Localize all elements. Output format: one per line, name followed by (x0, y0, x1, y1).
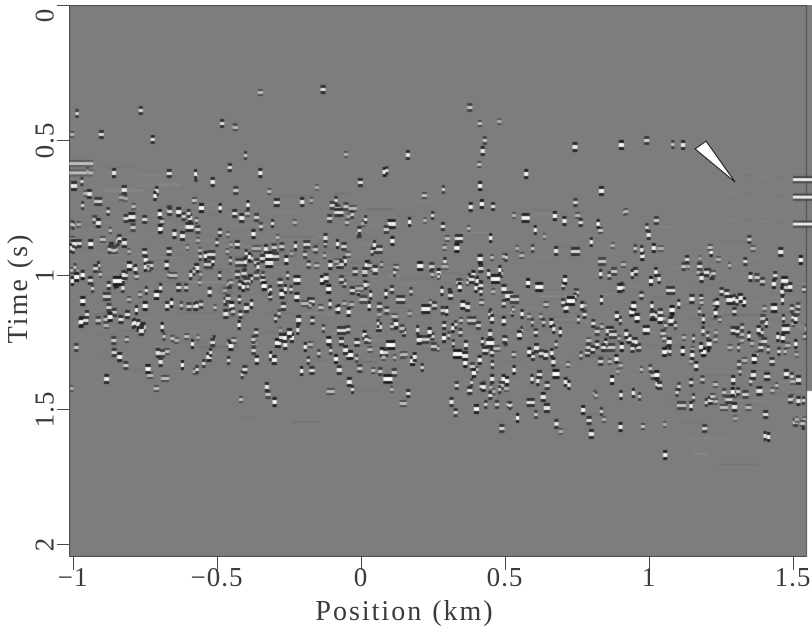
x-tick (505, 557, 506, 570)
x-tick (73, 557, 75, 570)
x-tick (792, 557, 794, 570)
x-tick (361, 557, 363, 570)
x-tick-label: −1 (57, 562, 89, 592)
y-tick-label: 0 (29, 7, 60, 23)
y-tick-label: 2 (29, 536, 60, 552)
x-tick (217, 557, 219, 570)
y-tick (57, 5, 69, 6)
y-tick-label: 1 (29, 267, 60, 282)
x-tick-label: 1.5 (774, 562, 812, 592)
x-tick-label: 0 (353, 562, 369, 592)
seismic-image-canvas (69, 5, 812, 557)
y-tick-label: 1.5 (29, 390, 60, 428)
x-tick (649, 557, 650, 570)
y-tick (57, 544, 69, 546)
x-tick-label: 1 (641, 562, 657, 592)
y-tick (57, 409, 69, 411)
y-axis-title: Time (s) (3, 232, 34, 344)
x-axis-title: Position (km) (315, 596, 495, 627)
x-tick-label: −0.5 (190, 562, 244, 592)
x-tick-label: 0.5 (486, 562, 524, 592)
y-tick (57, 274, 69, 276)
y-tick (57, 139, 69, 141)
y-tick-label: 0.5 (29, 121, 60, 159)
